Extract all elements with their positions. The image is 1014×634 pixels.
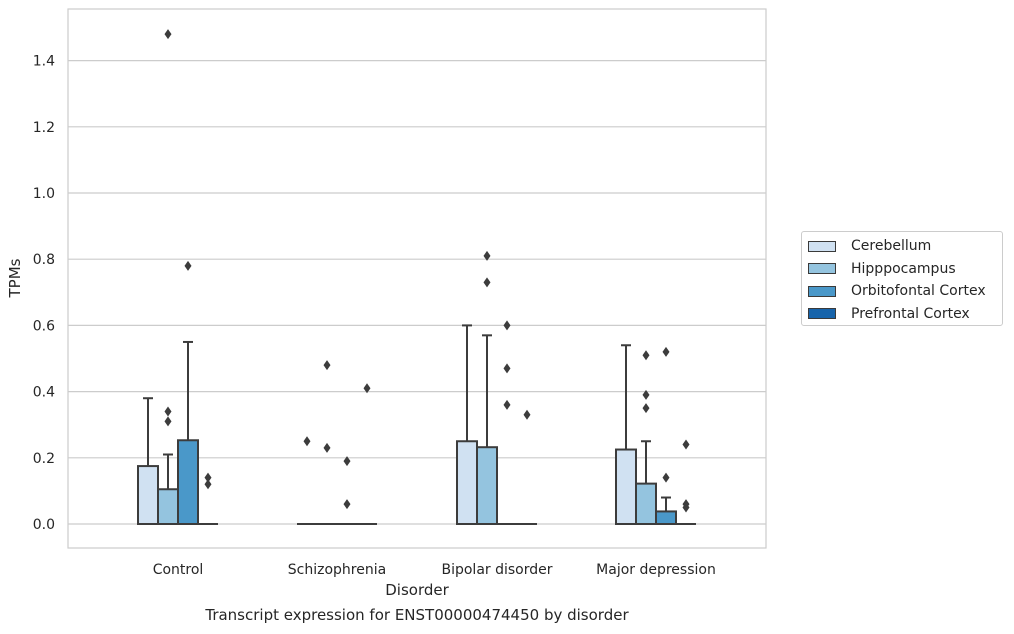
y-tick-label: 1.2 — [33, 120, 55, 136]
box-body — [177, 439, 199, 525]
outlier-point — [662, 346, 670, 357]
y-axis-label: TPMs — [6, 258, 24, 298]
legend-swatch — [808, 308, 836, 319]
y-tick-label: 0.2 — [33, 451, 55, 467]
outlier-point — [523, 409, 531, 420]
boxes — [137, 29, 696, 526]
y-tick-label: 0.8 — [33, 252, 55, 268]
box-0-3 — [615, 344, 637, 525]
box-1-2 — [476, 250, 498, 526]
outlier-point — [204, 479, 212, 490]
outlier-point — [503, 399, 511, 410]
y-tick-label: 1.0 — [33, 186, 55, 202]
legend-item: Prefrontal Cortex — [808, 305, 970, 323]
y-tick-label: 0.4 — [33, 385, 55, 401]
box-body — [655, 510, 677, 525]
outlier-point — [303, 436, 311, 447]
legend-label: Cerebellum — [851, 238, 932, 254]
box-body — [476, 446, 498, 526]
outlier-point — [323, 360, 331, 371]
outlier-point — [642, 389, 650, 400]
outlier-point — [363, 383, 371, 394]
box-2-1 — [337, 456, 357, 525]
box-1-0 — [157, 29, 179, 525]
outlier-point — [323, 442, 331, 453]
legend-swatch — [808, 285, 836, 297]
box-1-1 — [317, 360, 337, 525]
outlier-point — [483, 277, 491, 288]
outlier-point — [642, 403, 650, 414]
outlier-point — [682, 502, 690, 513]
legend-label: Prefrontal Cortex — [851, 305, 970, 322]
box-body — [615, 448, 637, 525]
figure-caption: Transcript expression for ENST0000047445… — [205, 606, 629, 624]
box-0-0 — [137, 397, 159, 526]
box-0-1 — [297, 436, 317, 525]
box-body — [157, 488, 179, 525]
plot-frame — [67, 8, 767, 549]
outlier-point — [343, 499, 351, 510]
box-1-3 — [635, 350, 657, 526]
y-tick-labels: 0.0 0.2 0.4 0.6 0.8 1.0 1.2 1.4 — [33, 54, 55, 533]
outlier-point — [204, 472, 212, 483]
x-tick-labels: Control Schizophrenia Bipolar disorder Majo… — [153, 562, 716, 578]
box-2-0 — [177, 260, 199, 525]
outlier-point — [343, 456, 351, 467]
legend-swatch — [808, 263, 836, 274]
y-tick-label: 0.6 — [33, 318, 55, 334]
box-0-2 — [456, 324, 478, 525]
outlier-point — [503, 363, 511, 374]
box-2-3 — [655, 346, 677, 525]
outlier-point — [164, 29, 172, 40]
y-tick-label: 0.0 — [33, 517, 55, 533]
legend-item: Hipppocampus — [808, 260, 956, 278]
outlier-point — [682, 439, 690, 450]
legend-label: Orbitofontal Cortex — [851, 283, 986, 299]
outlier-point — [503, 320, 511, 331]
box-body — [137, 465, 159, 526]
outlier-point — [184, 260, 192, 271]
box-2-2 — [497, 320, 517, 525]
y-tick-label: 1.4 — [33, 54, 55, 70]
outlier-point — [483, 250, 491, 261]
outlier-point — [164, 406, 172, 417]
box-3-0 — [198, 472, 218, 525]
box-body — [456, 440, 478, 525]
x-tick-label: Major depression — [596, 562, 716, 578]
x-tick-label: Schizophrenia — [288, 562, 386, 578]
legend-swatch — [808, 240, 836, 252]
legend-label: Hipppocampus — [851, 260, 956, 277]
legend: Cerebellum Hipppocampus Orbitofontal Corte… — [801, 231, 1003, 326]
box-3-1 — [357, 383, 377, 525]
legend-item: Orbitofontal Cortex — [808, 282, 986, 300]
x-tick-label: Bipolar disorder — [441, 562, 552, 578]
box-body — [635, 482, 657, 526]
box-3-3 — [676, 439, 696, 525]
outlier-point — [164, 416, 172, 427]
outlier-point — [642, 350, 650, 361]
x-tick-label: Control — [153, 562, 204, 578]
box-3-2 — [517, 409, 537, 525]
x-axis-label: Disorder — [385, 581, 449, 599]
outlier-point — [662, 472, 670, 483]
legend-item: Cerebellum — [808, 237, 931, 255]
